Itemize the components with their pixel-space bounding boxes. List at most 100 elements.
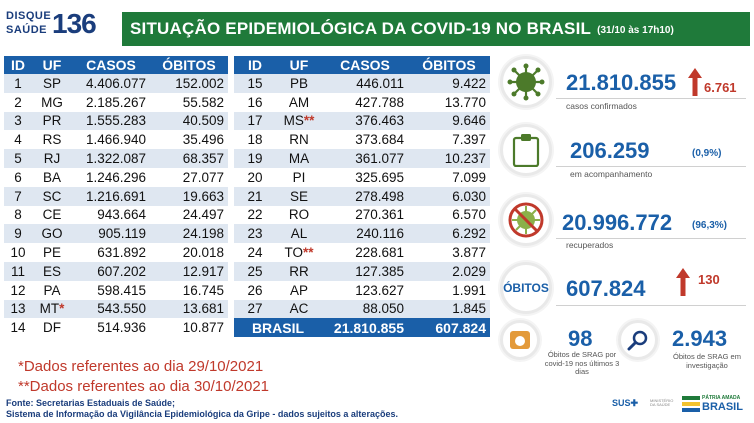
header-id: ID	[234, 56, 276, 74]
row-uf: SE	[289, 188, 308, 204]
header-casos: CASOS	[72, 56, 150, 74]
row-obitos: 20.018	[150, 243, 228, 262]
row-id: 26	[234, 280, 276, 300]
row-obitos: 40.509	[150, 111, 228, 131]
update-date: (31/10 às 17h10)	[597, 25, 674, 36]
table-row: 4 RS 1.466.940 35.496	[4, 130, 228, 150]
table-row: 7 SC 1.216.691 19.663	[4, 186, 228, 206]
row-id: 7	[4, 186, 32, 206]
row-obitos: 27.077	[150, 167, 228, 187]
page-title: SITUAÇÃO EPIDEMIOLÓGICA DA COVID-19 NO B…	[130, 19, 592, 38]
logo-disque-text: DISQUE	[6, 10, 52, 22]
row-uf-cell: PI	[276, 167, 322, 187]
row-note-marker: **	[303, 245, 314, 261]
gov-brasil-text: BRASIL	[702, 401, 743, 413]
magnifier-icon	[627, 330, 648, 351]
row-casos: 361.077	[322, 149, 408, 168]
row-obitos: 24.198	[150, 224, 228, 244]
row-id: 25	[234, 261, 276, 281]
row-id: 13	[4, 299, 32, 319]
obitos-value: 607.824	[566, 276, 646, 301]
states-table-left: ID UF CASOS ÓBITOS 1 SP 4.406.077 152.002 2 M…	[4, 56, 228, 338]
row-uf-cell: ES	[32, 261, 72, 281]
row-id: 22	[234, 205, 276, 225]
row-id: 15	[234, 74, 276, 93]
row-uf-cell: AL	[276, 224, 322, 244]
header-obitos: ÓBITOS	[408, 56, 490, 74]
gov-small-text: PÁTRIA AMADA	[702, 395, 741, 401]
row-obitos: 13.681	[150, 299, 228, 319]
row-uf: RJ	[43, 151, 61, 167]
row-casos: 598.415	[72, 280, 150, 300]
row-uf: DF	[43, 320, 61, 336]
row-casos: 228.681	[322, 243, 408, 262]
table-row: 23 AL 240.116 6.292	[234, 224, 490, 244]
recuperados-circle	[500, 194, 552, 246]
row-casos: 270.361	[322, 205, 408, 225]
row-uf-cell: MA	[276, 149, 322, 168]
row-uf-cell: SP	[32, 74, 72, 93]
row-id: 11	[4, 261, 32, 281]
row-obitos: 13.770	[408, 92, 490, 112]
up-arrow-icon	[688, 68, 702, 96]
gov-brasil-logo: PÁTRIA AMADA BRASIL	[680, 394, 750, 414]
source-line-2: Sistema de Informação da Vigilância Epid…	[6, 409, 398, 419]
note-ms-to: **Dados referentes ao dia 30/10/2021	[18, 378, 270, 395]
table-header-row: ID UF CASOS ÓBITOS	[234, 56, 490, 74]
row-casos: 4.406.077	[72, 74, 150, 93]
row-obitos: 9.646	[408, 111, 490, 131]
up-arrow-icon	[676, 268, 690, 296]
row-uf-cell: RO	[276, 205, 322, 225]
states-table-right: ID UF CASOS ÓBITOS 15 PB 446.011 9.422 16 AM 4…	[234, 56, 490, 338]
row-casos: 1.555.283	[72, 111, 150, 131]
row-id: 24	[234, 243, 276, 262]
row-uf-cell: SC	[32, 186, 72, 206]
confirmados-delta: 6.761	[704, 80, 737, 95]
row-casos: 373.684	[322, 130, 408, 150]
divider	[556, 305, 746, 306]
row-casos: 376.463	[322, 111, 408, 131]
row-obitos: 1.991	[408, 280, 490, 300]
row-note-marker: **	[303, 113, 315, 129]
logo-number: 136	[52, 8, 97, 39]
row-uf: SP	[42, 75, 61, 91]
row-uf-cell: PE	[32, 243, 72, 262]
folder-icon	[510, 331, 530, 349]
row-id: 27	[234, 299, 276, 319]
obitos-label: ÓBITOS	[503, 281, 549, 295]
total-row: BRASIL 21.810.855 607.824	[234, 318, 490, 338]
row-obitos: 35.496	[150, 130, 228, 150]
row-uf-cell: CE	[32, 205, 72, 225]
row-uf: PA	[43, 282, 61, 298]
row-uf: PI	[292, 169, 306, 185]
ministerio-logo: MINISTÉRIO DA SAÚDE	[650, 398, 674, 408]
table-row: 22 RO 270.361 6.570	[234, 205, 490, 225]
acompanhamento-pct: (0,9%)	[692, 148, 722, 159]
confirmados-value: 21.810.855	[566, 70, 677, 95]
row-obitos: 24.497	[150, 205, 228, 225]
header-obitos: ÓBITOS	[150, 56, 228, 74]
row-id: 1	[4, 74, 32, 93]
table-row: 27 AC 88.050 1.845	[234, 299, 490, 319]
obitos-delta: 130	[698, 272, 720, 287]
title-bar: SITUAÇÃO EPIDEMIOLÓGICA DA COVID-19 NO B…	[122, 12, 750, 46]
row-id: 10	[4, 243, 32, 262]
srag-value: 98	[568, 326, 593, 351]
row-uf-cell: PA	[32, 280, 72, 300]
row-uf: BA	[42, 169, 61, 185]
acompanhamento-label: em acompanhamento	[570, 169, 653, 179]
row-uf: AP	[289, 282, 308, 298]
header-uf: UF	[276, 56, 322, 74]
virus-icon	[507, 63, 545, 101]
row-casos: 631.892	[72, 243, 150, 262]
row-uf: RO	[288, 207, 310, 223]
row-uf: AL	[290, 226, 308, 242]
row-uf: MA	[288, 151, 310, 167]
source-line-1: Fonte: Secretarias Estaduais de Saúde;	[6, 398, 176, 408]
table-row: 19 MA 361.077 10.237	[234, 149, 490, 168]
divider	[556, 98, 746, 99]
recuperados-value: 20.996.772	[562, 210, 673, 235]
row-uf: AM	[288, 94, 310, 110]
row-casos: 905.119	[72, 224, 150, 244]
row-uf: MG	[41, 94, 63, 110]
